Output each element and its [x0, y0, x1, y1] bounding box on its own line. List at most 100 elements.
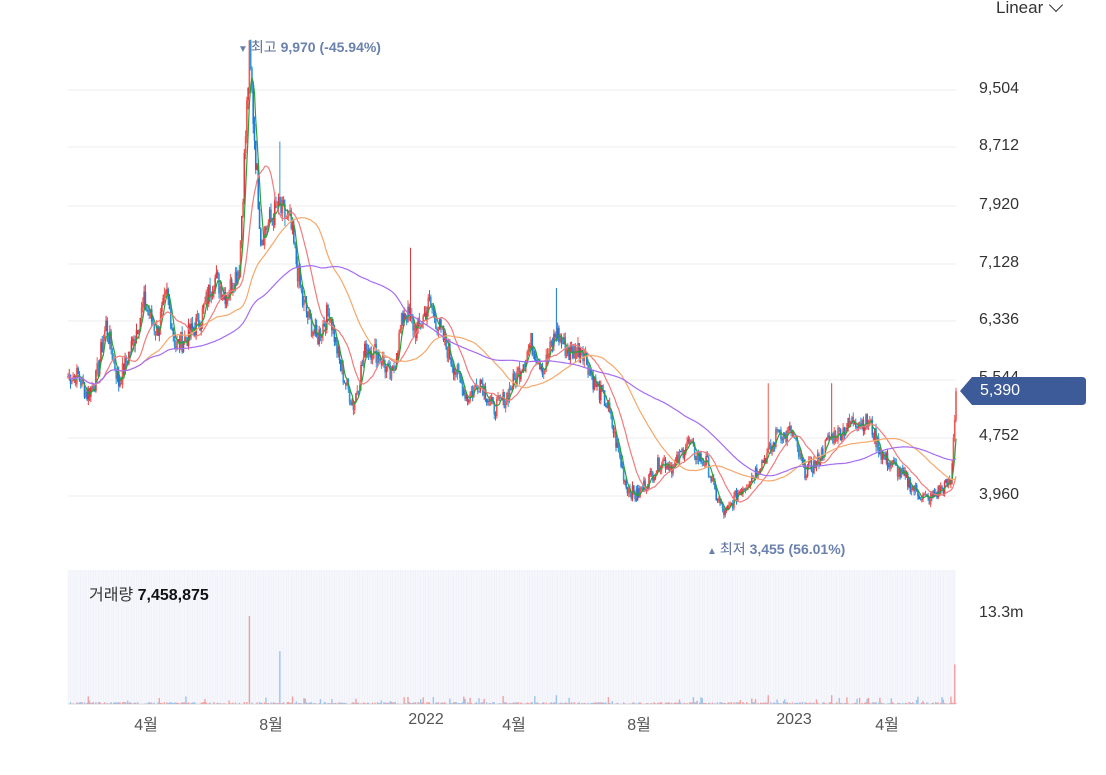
volume-bar [602, 702, 605, 704]
volume-bar [194, 702, 196, 704]
volume-bar [789, 702, 791, 704]
volume-bar [176, 702, 178, 704]
high-price-annotation: ▼ 최고 9,970 (-45.94%) [238, 37, 381, 57]
candle-body [97, 362, 100, 374]
volume-bar [954, 664, 956, 704]
candle-body [447, 343, 450, 358]
candle-body [677, 455, 679, 463]
candle-body [860, 422, 862, 426]
candle-body [705, 456, 707, 466]
volume-bar [889, 703, 891, 704]
volume-bar [737, 702, 739, 704]
volume-bar [776, 699, 778, 704]
volume-bar [701, 698, 703, 704]
candle-body [438, 319, 441, 329]
volume-bar [631, 702, 634, 704]
volume-bar [664, 702, 667, 704]
volume-bar [799, 702, 801, 704]
volume-bar [762, 702, 764, 704]
candle-body [657, 457, 659, 471]
candle-body [547, 353, 550, 359]
volume-bar [116, 702, 119, 704]
candle-body [262, 239, 265, 246]
candle-body [133, 338, 135, 346]
volume-bar [640, 703, 643, 704]
candle-body [681, 448, 683, 452]
candle-body [290, 210, 293, 229]
volume-bar [666, 702, 668, 704]
volume-bar [441, 702, 443, 704]
candle-body [148, 311, 150, 316]
candle-body [273, 200, 276, 226]
volume-bar [205, 702, 207, 704]
volume-bar [608, 702, 611, 704]
volume-bar [135, 703, 138, 704]
volume-bar [822, 702, 824, 704]
volume-bar [480, 702, 483, 704]
volume-bar [109, 703, 111, 704]
volume-bar [384, 702, 386, 704]
volume-bar [92, 702, 95, 704]
volume-bar [282, 702, 285, 704]
candle-body [800, 452, 803, 460]
candle-body [756, 468, 758, 475]
volume-bar [421, 702, 423, 704]
candle-body [407, 306, 409, 323]
candle-body [766, 452, 768, 464]
scale-toggle-button[interactable]: Linear [996, 0, 1064, 18]
volume-bar [309, 702, 311, 704]
candle-body [931, 493, 933, 498]
volume-bar [778, 703, 781, 704]
volume-bar [246, 702, 248, 704]
candle-body [909, 479, 912, 492]
candle-body [431, 305, 433, 309]
volume-bar [209, 702, 211, 704]
candle-body [442, 326, 445, 341]
volume-bar [357, 702, 360, 704]
candle-body [513, 373, 516, 378]
volume-title: 거래량 [89, 587, 134, 604]
candle-body [659, 469, 662, 472]
candle-body [832, 433, 834, 444]
volume-bar [290, 702, 292, 704]
volume-bar [680, 702, 682, 704]
candle-body [621, 466, 624, 468]
candle-body [454, 371, 456, 375]
volume-bar [86, 702, 88, 704]
volume-bar [413, 702, 416, 704]
candle-body [834, 431, 837, 441]
volume-bar [469, 697, 471, 704]
volume-bar [187, 702, 190, 704]
volume-bar [899, 703, 901, 704]
volume-bar [177, 702, 180, 704]
candle-body [201, 308, 204, 326]
volume-bar [558, 703, 560, 704]
volume-bar [464, 698, 466, 704]
volume-bar [123, 702, 125, 704]
volume-bar [658, 703, 660, 704]
volume-bar [90, 703, 92, 704]
candle-body [249, 40, 252, 69]
volume-bar [307, 703, 309, 704]
candle-body [929, 493, 932, 505]
volume-bar [720, 702, 723, 704]
candle-body [101, 342, 104, 353]
candle-body [494, 414, 497, 417]
candle-body [715, 489, 718, 501]
volume-bar [891, 702, 894, 704]
candle-body [827, 435, 829, 438]
volume-bar [595, 702, 597, 704]
candle-body [240, 215, 243, 241]
volume-bar [617, 703, 620, 704]
candle-body [462, 389, 465, 396]
candle-body [598, 384, 601, 401]
candle-body [471, 391, 474, 397]
volume-bar [616, 702, 618, 704]
candle-body [109, 331, 111, 344]
volume-bar [128, 702, 130, 704]
volume-bar [598, 702, 601, 704]
candle-body [129, 351, 131, 353]
volume-bar [534, 696, 536, 704]
candle-body [710, 476, 712, 482]
